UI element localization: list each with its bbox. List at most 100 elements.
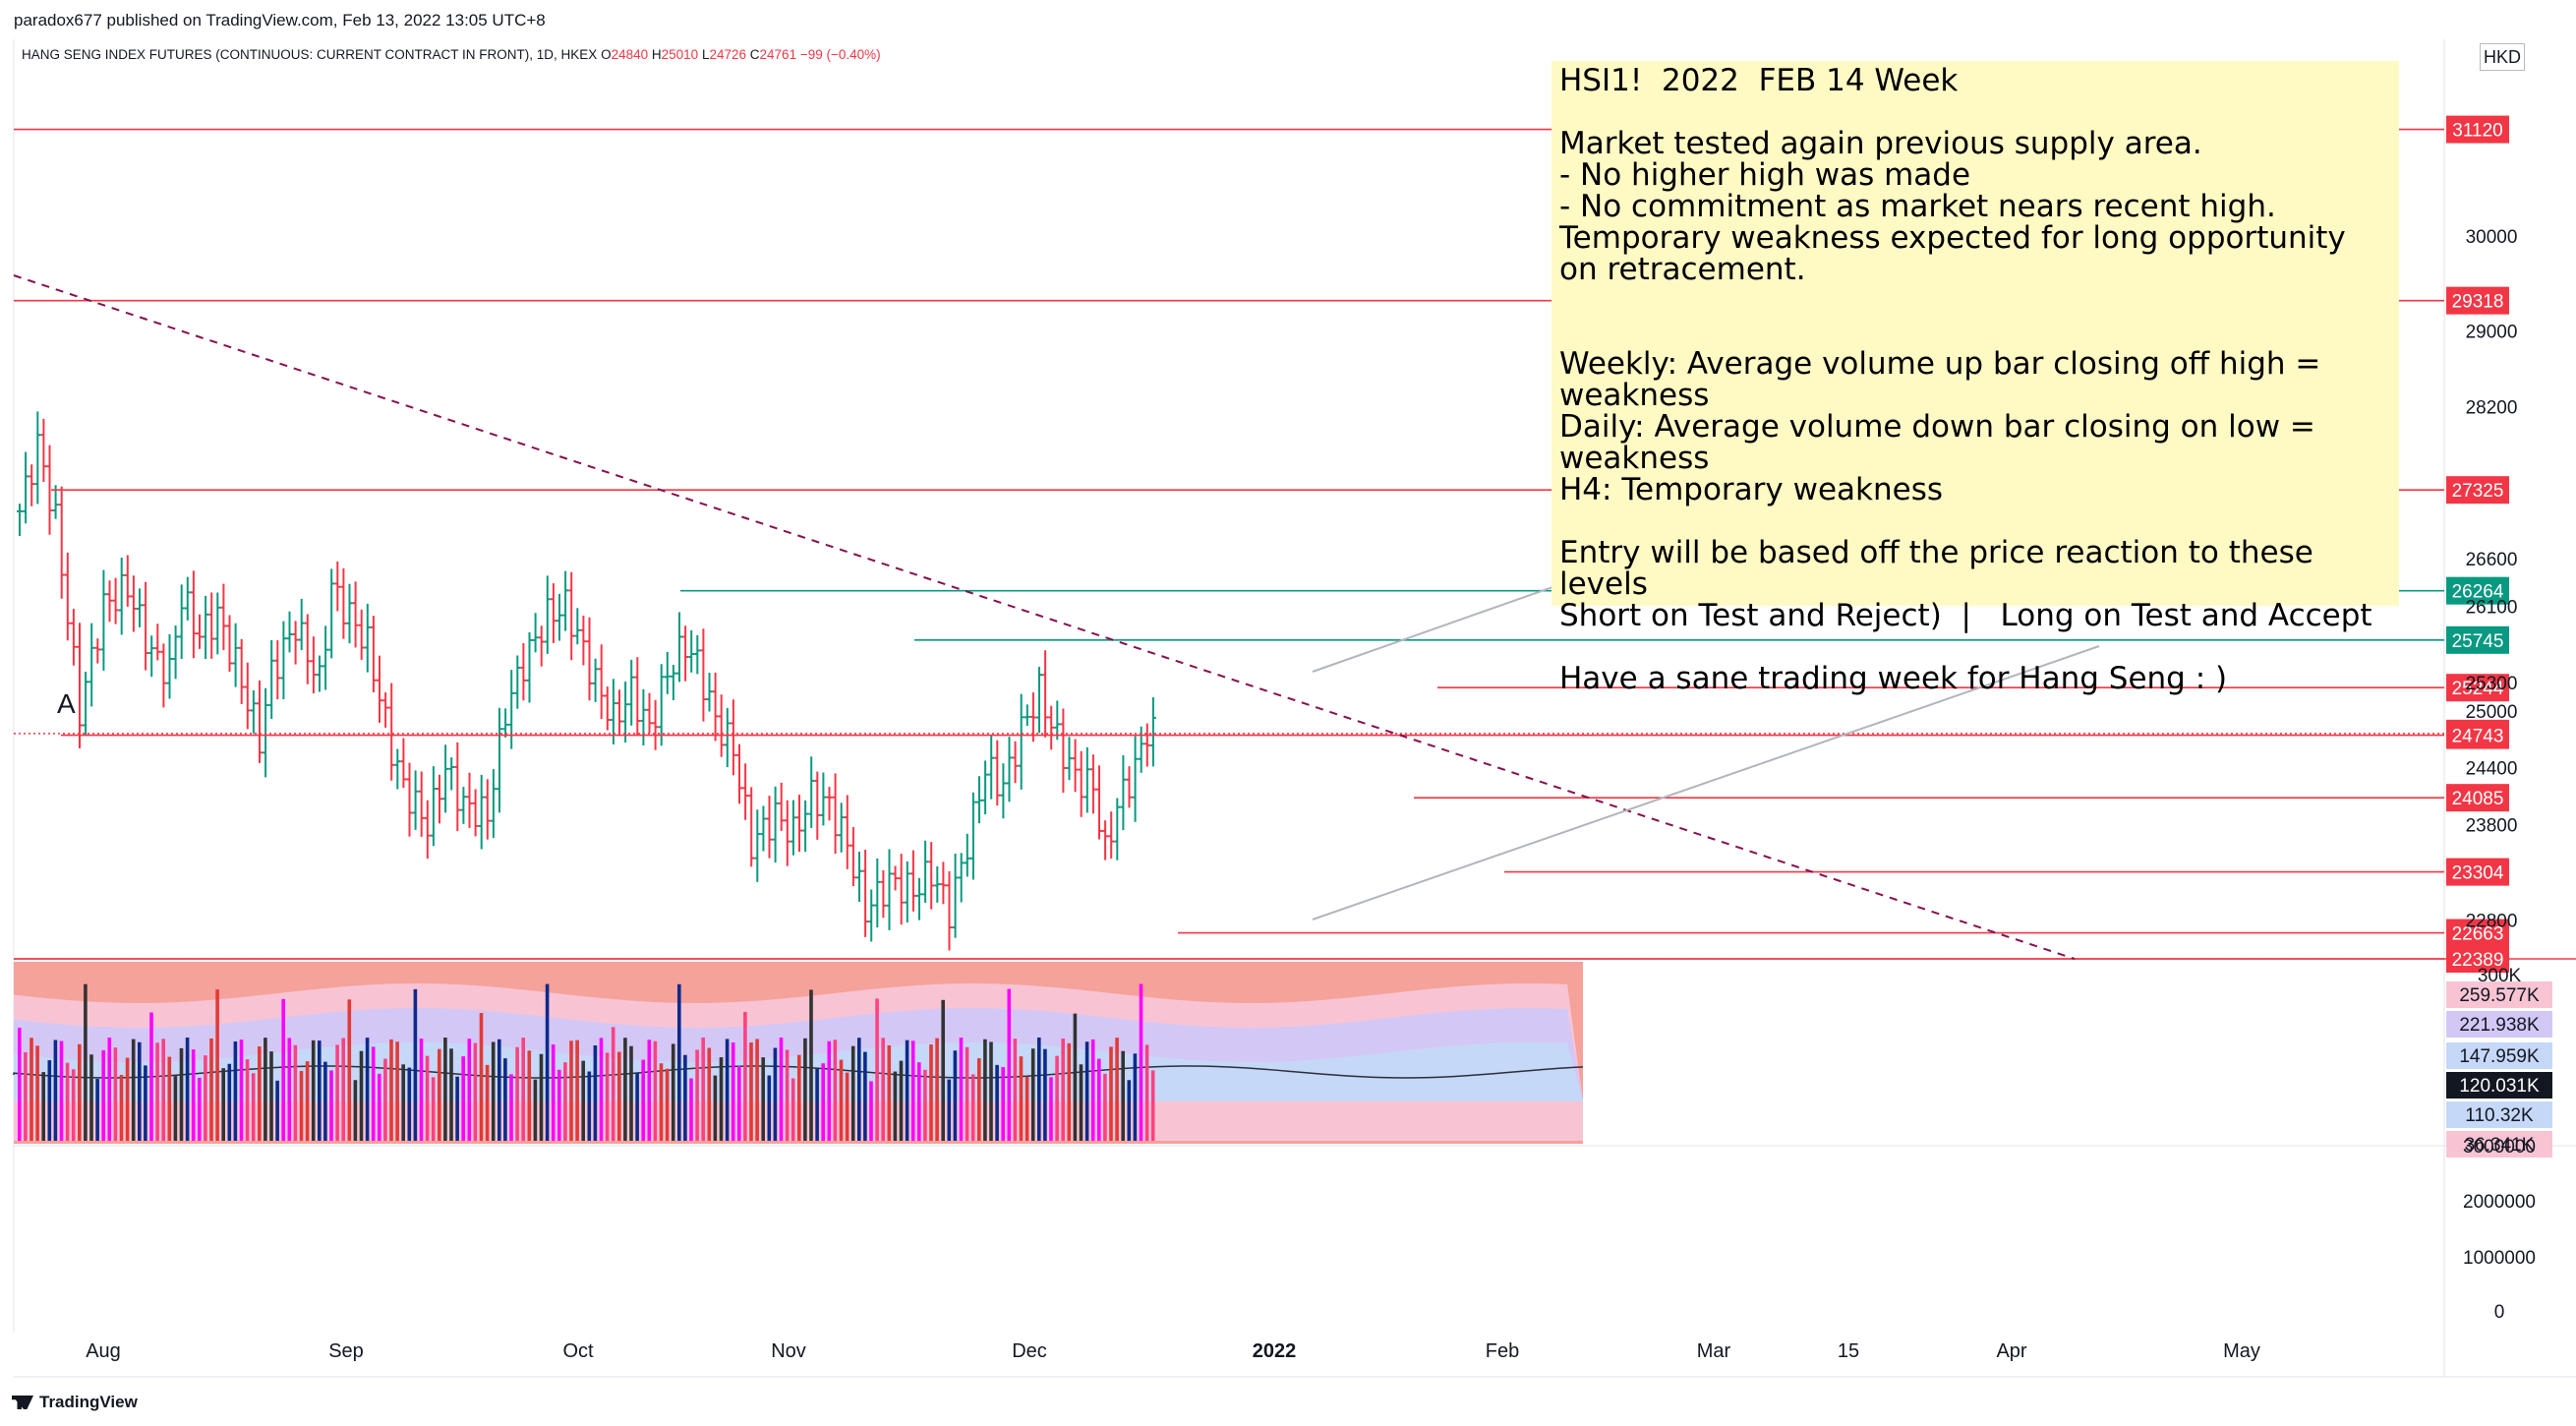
- volume-bar[interactable]: [599, 1038, 604, 1141]
- ohlc-bar[interactable]: [1029, 692, 1036, 743]
- volume-bar[interactable]: [335, 1044, 339, 1141]
- ohlc-bar[interactable]: [544, 575, 551, 654]
- ohlc-bar[interactable]: [184, 576, 191, 621]
- ohlc-bar[interactable]: [220, 583, 227, 651]
- ohlc-bar[interactable]: [790, 800, 796, 856]
- ohlc-bar[interactable]: [274, 640, 281, 700]
- ohlc-bar[interactable]: [736, 743, 742, 804]
- volume-bar[interactable]: [41, 1072, 45, 1141]
- volume-bar[interactable]: [167, 1056, 172, 1141]
- volume-bar[interactable]: [407, 1067, 412, 1141]
- ohlc-bar[interactable]: [172, 624, 179, 680]
- ohlc-bar[interactable]: [340, 567, 347, 639]
- volume-bar[interactable]: [161, 1039, 165, 1141]
- volume-bar[interactable]: [725, 1039, 730, 1141]
- ohlc-bar[interactable]: [382, 692, 389, 728]
- volume-bar[interactable]: [293, 1044, 298, 1141]
- ohlc-bar[interactable]: [712, 673, 719, 742]
- volume-bar[interactable]: [977, 1058, 981, 1141]
- ohlc-bar[interactable]: [1114, 798, 1121, 861]
- volume-bar[interactable]: [755, 1039, 759, 1141]
- volume-bar[interactable]: [65, 1062, 70, 1141]
- volume-bar[interactable]: [138, 1041, 142, 1141]
- volume-bar[interactable]: [587, 1071, 592, 1141]
- volume-bar[interactable]: [923, 1069, 927, 1141]
- volume-bar[interactable]: [821, 1063, 825, 1141]
- ohlc-bar[interactable]: [922, 840, 929, 903]
- volume-bar[interactable]: [689, 1078, 693, 1141]
- volume-bar[interactable]: [515, 1046, 519, 1141]
- volume-bar[interactable]: [1121, 1050, 1125, 1141]
- ohlc-bar[interactable]: [886, 849, 893, 930]
- ohlc-bar[interactable]: [568, 571, 575, 661]
- ohlc-bar[interactable]: [1006, 737, 1013, 802]
- ohlc-bar[interactable]: [604, 686, 611, 731]
- volume-bar[interactable]: [1144, 1044, 1149, 1141]
- ohlc-bar[interactable]: [388, 683, 395, 781]
- volume-bar[interactable]: [905, 1040, 909, 1141]
- ohlc-bar[interactable]: [658, 664, 665, 746]
- volume-bar[interactable]: [24, 1051, 28, 1141]
- volume-bar[interactable]: [18, 1028, 22, 1141]
- volume-bar[interactable]: [1097, 1058, 1101, 1141]
- ohlc-bar[interactable]: [880, 869, 887, 919]
- volume-bar[interactable]: [641, 1059, 645, 1141]
- volume-bar[interactable]: [731, 1042, 735, 1141]
- ohlc-bar[interactable]: [1036, 667, 1042, 734]
- volume-bar[interactable]: [719, 1057, 724, 1141]
- volume-bar[interactable]: [557, 1069, 561, 1141]
- volume-bar[interactable]: [809, 989, 813, 1141]
- ohlc-bar[interactable]: [532, 613, 539, 653]
- ohlc-bar[interactable]: [1078, 750, 1084, 817]
- volume-bar[interactable]: [479, 1013, 484, 1141]
- ohlc-bar[interactable]: [730, 699, 736, 776]
- volume-bar[interactable]: [467, 1039, 472, 1141]
- volume-bar[interactable]: [258, 1046, 262, 1141]
- ohlc-bar[interactable]: [1072, 739, 1079, 793]
- volume-bar[interactable]: [815, 1068, 819, 1141]
- ohlc-bar[interactable]: [682, 625, 689, 682]
- volume-bar[interactable]: [227, 1063, 232, 1141]
- volume-bar[interactable]: [449, 1048, 453, 1141]
- volume-bar[interactable]: [347, 999, 352, 1141]
- ohlc-bar[interactable]: [1042, 650, 1049, 738]
- ohlc-bar[interactable]: [46, 445, 53, 535]
- volume-bar[interactable]: [773, 1047, 778, 1141]
- volume-bar[interactable]: [850, 1045, 855, 1141]
- volume-bar[interactable]: [371, 1046, 376, 1141]
- ohlc-bar[interactable]: [832, 773, 839, 855]
- ohlc-bar[interactable]: [640, 688, 647, 746]
- volume-bar[interactable]: [101, 1049, 105, 1141]
- ohlc-bar[interactable]: [130, 575, 137, 632]
- ohlc-bar[interactable]: [538, 625, 545, 667]
- volume-bar[interactable]: [1090, 1039, 1095, 1141]
- ohlc-bar[interactable]: [808, 756, 815, 828]
- volume-bar[interactable]: [378, 1073, 381, 1141]
- ohlc-bar[interactable]: [706, 673, 713, 712]
- ohlc-bar[interactable]: [286, 611, 293, 653]
- volume-bar[interactable]: [498, 1039, 501, 1141]
- volume-bar[interactable]: [527, 1050, 532, 1141]
- volume-bar[interactable]: [71, 1069, 76, 1141]
- volume-bar[interactable]: [833, 1040, 838, 1141]
- volume-bar[interactable]: [653, 1040, 658, 1141]
- ohlc-bar[interactable]: [508, 670, 515, 749]
- ohlc-bar[interactable]: [994, 740, 1001, 806]
- volume-bar[interactable]: [575, 1040, 579, 1141]
- volume-bar[interactable]: [251, 1073, 256, 1141]
- ohlc-bar[interactable]: [166, 633, 173, 699]
- currency-badge[interactable]: HKD: [2480, 43, 2525, 71]
- ohlc-bar[interactable]: [754, 809, 761, 882]
- ohlc-bar[interactable]: [34, 411, 41, 505]
- volume-bar[interactable]: [947, 1079, 952, 1141]
- ohlc-bar[interactable]: [94, 638, 101, 664]
- ohlc-bar[interactable]: [23, 451, 29, 524]
- volume-bar[interactable]: [533, 1079, 538, 1141]
- ohlc-bar[interactable]: [437, 774, 442, 824]
- ohlc-bar[interactable]: [952, 853, 959, 938]
- ohlc-bar[interactable]: [616, 689, 622, 736]
- ohlc-bar[interactable]: [1060, 708, 1067, 794]
- volume-bar[interactable]: [827, 1040, 832, 1141]
- volume-bar[interactable]: [287, 1038, 292, 1141]
